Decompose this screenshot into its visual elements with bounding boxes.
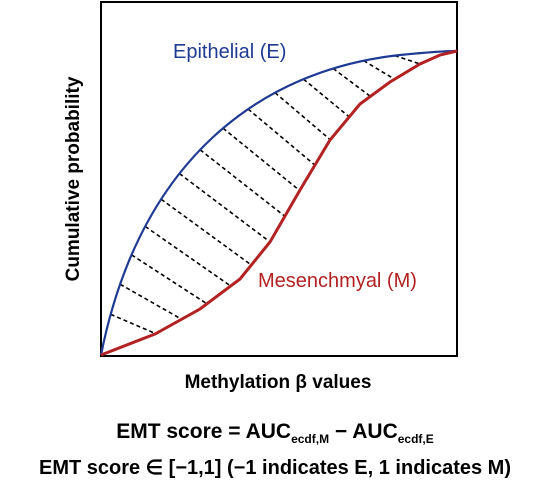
epithelial-label: Epithelial (E): [173, 41, 286, 63]
dashed-connector: [160, 198, 252, 266]
formula-lhs: EMT score = AUC: [116, 420, 292, 443]
dashed-connector: [131, 254, 208, 305]
dashed-connector: [303, 78, 350, 118]
dashed-connector: [199, 149, 286, 217]
dashed-connector: [247, 108, 316, 166]
mesenchymal-label: Mesenchmyal (M): [258, 270, 417, 292]
y-axis-label: Cumulative probability: [63, 76, 84, 281]
dashed-connector: [144, 225, 232, 287]
formula-subscript-e: ecdf,E: [397, 432, 434, 446]
plot-frame: [100, 1, 458, 357]
dashed-connector: [178, 172, 271, 243]
dashed-connector: [110, 313, 156, 335]
emt-score-range: EMT score ∈ [−1,1] (−1 indicates E, 1 in…: [38, 457, 512, 479]
dashed-connector: [332, 67, 371, 98]
dashed-connector: [119, 283, 183, 320]
dashed-connector: [274, 92, 331, 141]
mesenchymal-curve: [100, 49, 458, 357]
epithelial-curve: [99, 49, 458, 356]
area-between-curves: [110, 54, 421, 335]
dashed-connector: [222, 127, 301, 192]
emt-score-formula: EMT score = AUCecdf,M − AUCecdf,E: [0, 420, 550, 446]
x-axis-label: Methylation β values: [185, 372, 372, 393]
ecdf-diagram: Epithelial (E) Mesenchmyal (M) Methylati…: [63, 1, 458, 393]
dashed-connector: [363, 60, 396, 80]
formula-minus: − AUC: [329, 420, 398, 443]
formula-subscript-m: ecdf,M: [291, 432, 330, 446]
dashed-connector: [394, 54, 421, 65]
